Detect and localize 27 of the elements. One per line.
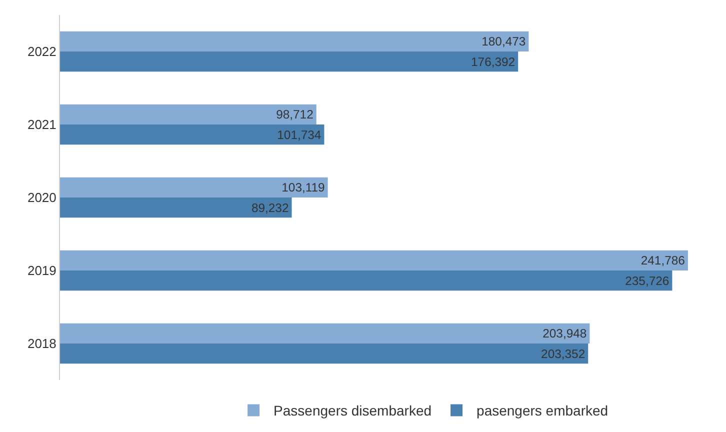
bar: [60, 198, 292, 218]
legend-label: pasengers embarked: [476, 402, 608, 419]
data-label: 89,232: [251, 200, 289, 215]
bar: [60, 52, 518, 72]
y-tick-label: 2022: [27, 44, 56, 60]
y-tick-label: 2019: [27, 263, 56, 278]
bar: [60, 250, 688, 270]
data-label: 98,712: [276, 108, 314, 122]
data-label: 235,726: [625, 274, 670, 288]
data-label: 103,119: [282, 180, 326, 195]
y-tick-label: 2021: [27, 117, 56, 132]
bar: [60, 177, 328, 198]
data-label: 101,734: [277, 128, 322, 142]
bar: [60, 270, 672, 291]
data-label: 203,352: [541, 346, 586, 361]
bar: [60, 344, 588, 364]
bar: [60, 124, 324, 145]
data-label: 176,392: [471, 54, 516, 69]
bar: [60, 104, 316, 124]
y-tick-label: 2020: [27, 190, 56, 206]
legend-label: Passengers disembarked: [274, 402, 432, 419]
data-label: 203,948: [542, 326, 587, 341]
bar: [60, 323, 590, 344]
y-tick-label: 2018: [27, 336, 56, 352]
bar: [60, 31, 529, 52]
data-label: 241,786: [640, 254, 686, 268]
data-label: 180,473: [482, 34, 526, 49]
